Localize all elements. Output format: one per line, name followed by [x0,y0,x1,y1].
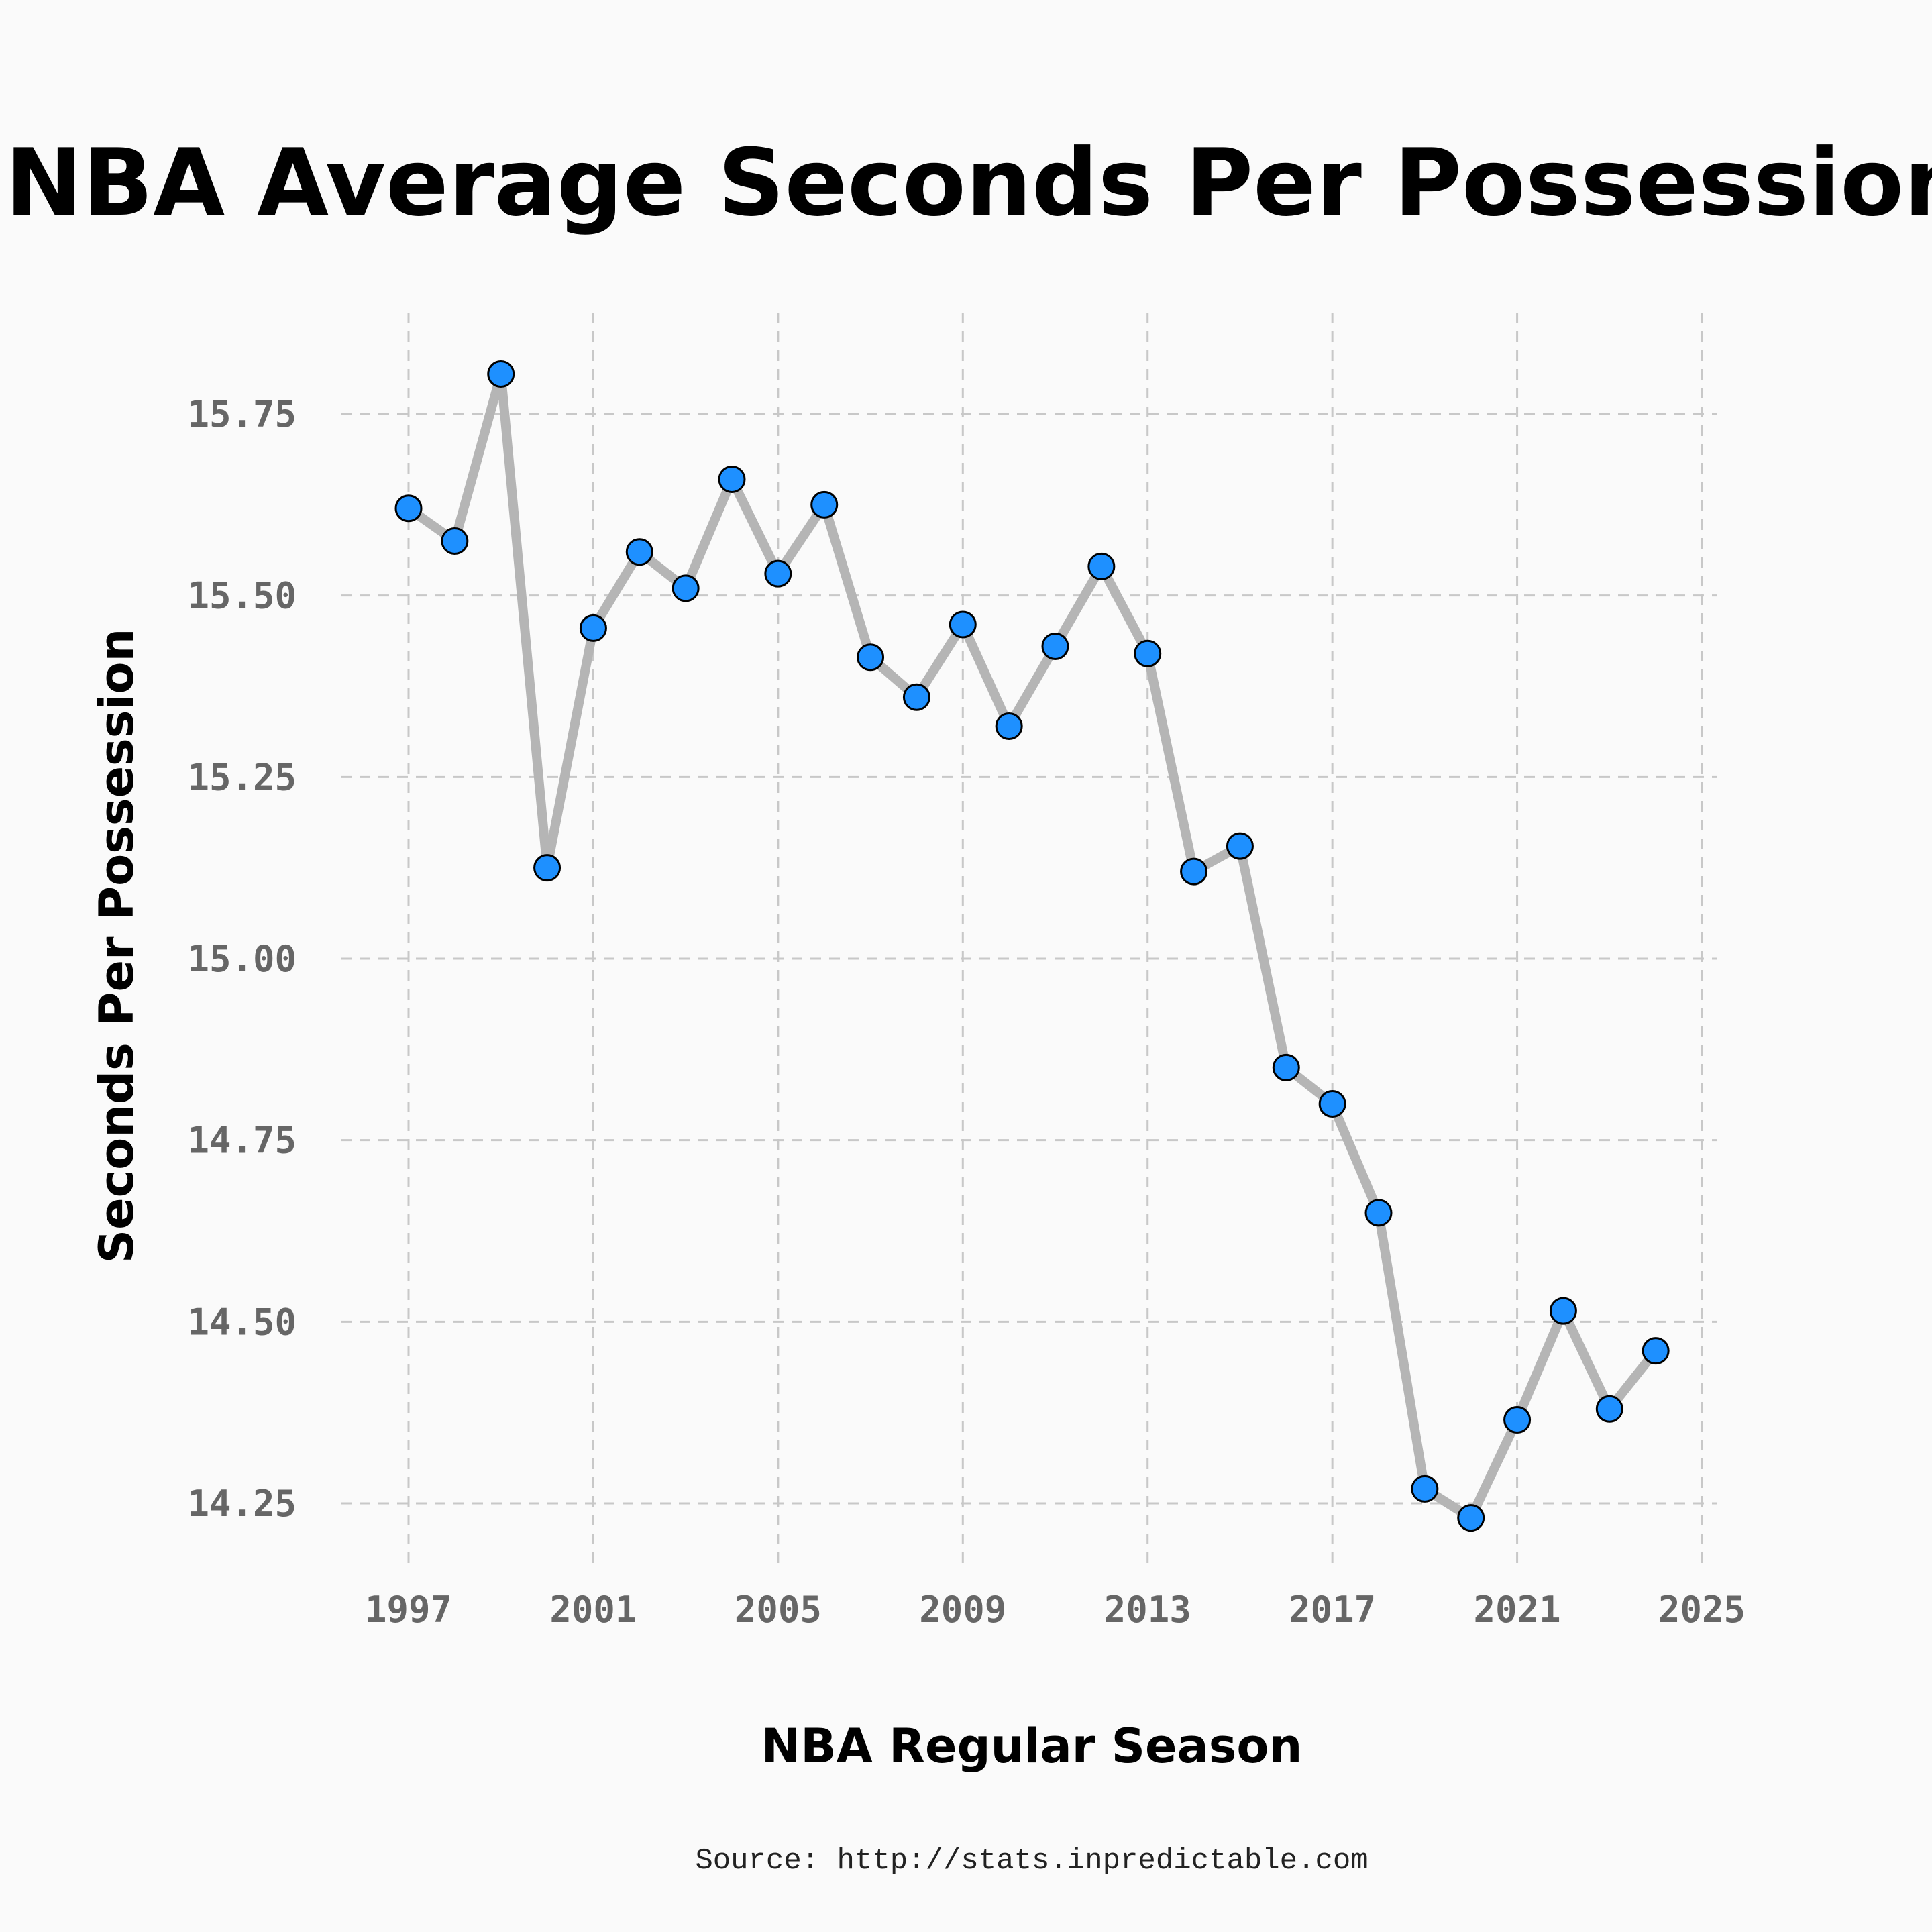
data-point-2017 [1318,1090,1346,1118]
series-layer [394,360,1670,1532]
series-line [404,369,1661,1523]
data-point-1997 [394,494,423,523]
data-point-2016 [1272,1053,1300,1081]
chart-title: NBA Average Seconds Per Possession [5,129,1932,237]
data-point-2015 [1226,832,1254,860]
y-axis-title: Seconds Per Possession [89,629,144,1264]
data-point-2012 [1087,552,1116,580]
data-point-2014 [1180,857,1208,885]
data-point-2010 [995,712,1023,741]
data-point-2006 [810,490,839,519]
data-point-2019 [1411,1474,1439,1503]
y-tick-label-15.50: 15.50 [187,575,297,617]
data-point-2005 [764,559,792,588]
data-point-1998 [441,527,469,555]
data-point-2001 [579,614,607,642]
y-tick-label-14.25: 14.25 [187,1483,297,1525]
data-point-2003 [672,574,700,602]
data-point-2000 [533,854,561,882]
y-tick-label-14.75: 14.75 [187,1120,297,1162]
data-point-1999 [487,360,515,388]
data-point-2021 [1503,1405,1532,1434]
data-point-2020 [1457,1504,1485,1532]
data-point-2018 [1364,1199,1393,1227]
y-tick-label-15.00: 15.00 [187,938,297,980]
x-tick-label-2009: 2009 [919,1589,1006,1631]
axis-ticks: 1997 2001 2005 2009 2013 2017 2021 2025 14.25 14.… [187,393,1746,1631]
data-point-2022 [1549,1297,1577,1325]
data-point-2008 [902,683,930,711]
data-point-2004 [718,465,746,493]
data-point-2011 [1041,632,1069,660]
x-tick-label-2013: 2013 [1104,1589,1191,1631]
x-tick-label-2017: 2017 [1289,1589,1376,1631]
x-tick-label-2025: 2025 [1658,1589,1746,1631]
data-point-2013 [1134,639,1162,667]
data-point-2024 [1642,1337,1670,1365]
x-axis-title: NBA Regular Season [761,1719,1303,1774]
data-point-2007 [857,643,885,672]
x-tick-label-2021: 2021 [1474,1589,1561,1631]
data-point-2023 [1595,1395,1623,1423]
data-point-2002 [625,538,653,566]
x-tick-label-2001: 2001 [549,1589,637,1631]
x-tick-label-1997: 1997 [365,1589,452,1631]
grid-lines [341,313,1717,1563]
source-caption: Source: http://stats.inpredictable.com [695,1844,1368,1878]
y-tick-label-15.75: 15.75 [187,393,297,435]
y-tick-label-14.50: 14.50 [187,1301,297,1343]
data-point-2009 [949,610,977,639]
y-tick-label-15.25: 15.25 [187,756,297,798]
x-tick-label-2005: 2005 [735,1589,822,1631]
